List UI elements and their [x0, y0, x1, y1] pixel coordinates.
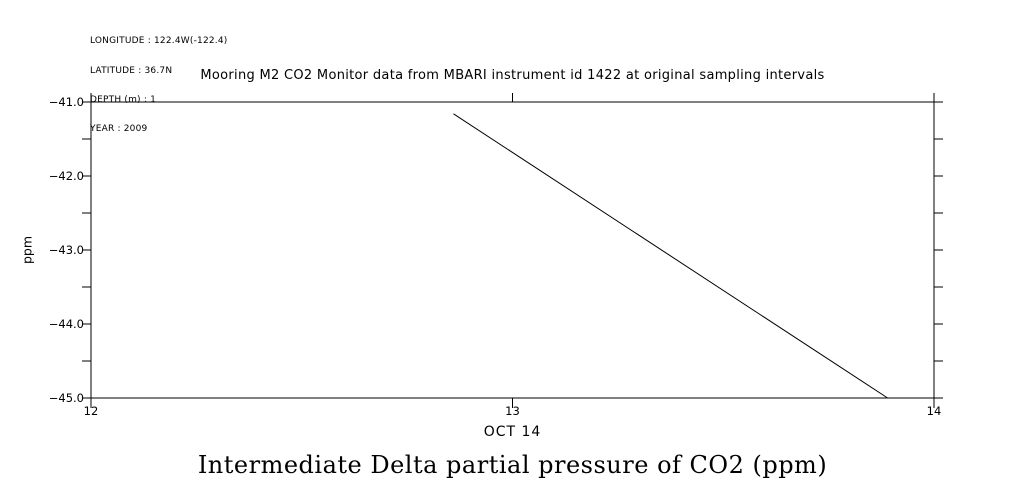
data-line — [453, 113, 888, 399]
axis-box — [90, 101, 935, 399]
meta-year: YEAR : 2009 — [90, 123, 148, 134]
meta-depth: DEPTH (m) : 1 — [90, 94, 157, 105]
figure-caption: Intermediate Delta partial pressure of C… — [197, 451, 828, 479]
x-tick-label: 13 — [505, 404, 520, 418]
y-tick-label: −43.0 — [49, 243, 84, 257]
x-tick-label: 14 — [927, 404, 942, 418]
x-axis-label: OCT 14 — [483, 424, 542, 440]
x-tick-label: 12 — [84, 404, 99, 418]
y-tick-label: −42.0 — [49, 169, 84, 183]
chart-title: Mooring M2 CO2 Monitor data from MBARI i… — [200, 68, 825, 83]
y-axis-label: ppm — [19, 235, 35, 265]
y-tick-label: −45.0 — [49, 391, 84, 405]
metadata-block: LONGITUDE : 122.4W(-122.4) LATITUDE : 36… — [90, 18, 228, 154]
y-tick-label: −44.0 — [49, 317, 84, 331]
meta-longitude: LONGITUDE : 122.4W(-122.4) — [90, 36, 228, 47]
y-tick-label: −41.0 — [49, 95, 84, 109]
meta-latitude: LATITUDE : 36.7N — [90, 65, 173, 76]
